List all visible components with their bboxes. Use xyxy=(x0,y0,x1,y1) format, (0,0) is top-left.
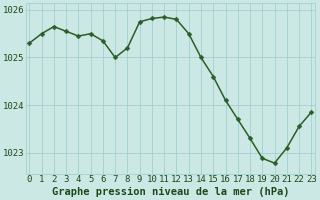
X-axis label: Graphe pression niveau de la mer (hPa): Graphe pression niveau de la mer (hPa) xyxy=(52,187,289,197)
